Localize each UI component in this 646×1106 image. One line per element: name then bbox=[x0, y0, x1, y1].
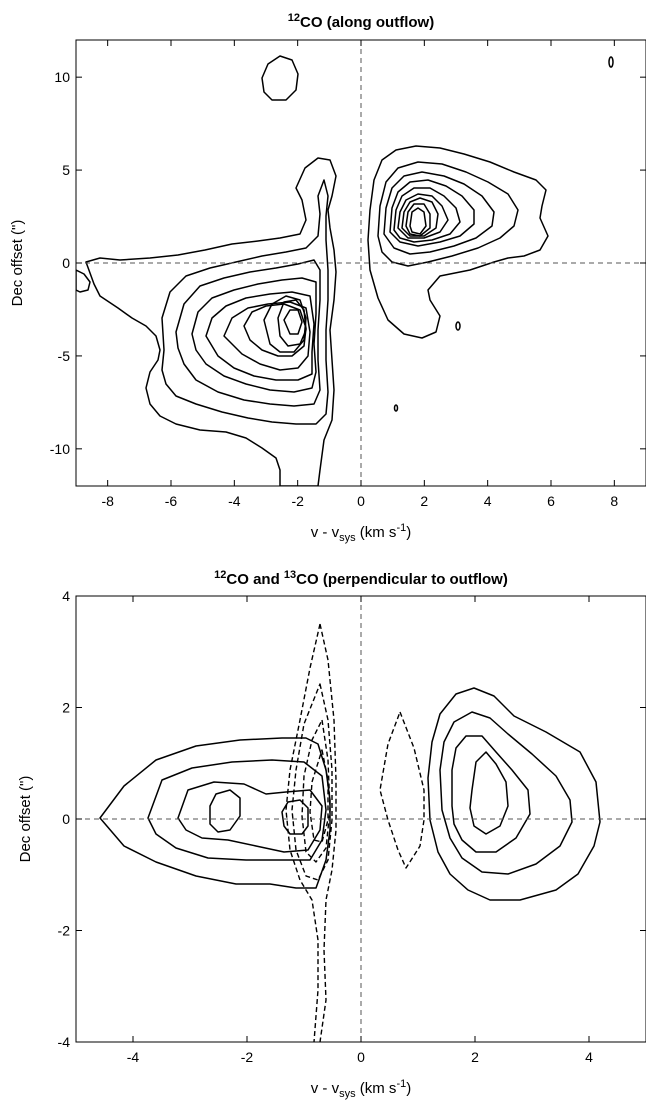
bottom-y-ticks: 4 2 0 -2 -4 bbox=[58, 588, 646, 1050]
bot-dashed-4 bbox=[309, 749, 329, 843]
bottom-xtick-label-0: -4 bbox=[127, 1049, 140, 1065]
top-contour-left-5 bbox=[205, 291, 315, 381]
bot-solid-right-2 bbox=[439, 711, 573, 875]
bottom-dashed-contours bbox=[285, 623, 425, 1042]
top-xlabel-close: ) bbox=[406, 524, 411, 541]
top-title-text: CO (along outflow) bbox=[300, 14, 434, 31]
bottom-ytick-label-1: 2 bbox=[62, 700, 70, 716]
bottom-ytick-label-4: -4 bbox=[58, 1034, 71, 1050]
top-contour-tiny-1 bbox=[455, 321, 461, 331]
bottom-xlabel-unit: (km s bbox=[356, 1080, 397, 1097]
top-contour-left-6 bbox=[223, 301, 311, 371]
top-ytick-label-1: 5 bbox=[62, 162, 70, 178]
bottom-xlabel-base: v - v bbox=[311, 1080, 340, 1097]
top-contour-left-8 bbox=[263, 295, 307, 353]
bot-solid-left-4b bbox=[281, 799, 309, 835]
top-ylabel: Dec offset (") bbox=[9, 220, 26, 307]
bot-solid-left-2 bbox=[147, 759, 327, 861]
top-ytick-label-3: -5 bbox=[58, 348, 71, 364]
top-xtick-label-5: 2 bbox=[420, 493, 428, 509]
bottom-xtick-label-3: 2 bbox=[471, 1049, 479, 1065]
top-contour-left-4 bbox=[191, 277, 317, 393]
bottom-x-ticks: -4 -2 0 2 4 bbox=[127, 596, 593, 1065]
bottom-ytick-label-0: 4 bbox=[62, 588, 70, 604]
bottom-xlabel-unit-sup: -1 bbox=[396, 1078, 406, 1090]
top-xlabel-unit-sup: -1 bbox=[396, 522, 406, 534]
bottom-title-part1: CO and bbox=[226, 571, 284, 588]
top-xtick-label-1: -6 bbox=[165, 493, 178, 509]
top-xlabel-unit: (km s bbox=[356, 524, 397, 541]
top-xtick-label-4: 0 bbox=[357, 493, 365, 509]
bottom-xlabel-sub: sys bbox=[339, 1088, 356, 1100]
top-contour-right-3 bbox=[383, 171, 495, 255]
bottom-ytick-label-3: -2 bbox=[58, 923, 71, 939]
bot-dashed-3 bbox=[301, 719, 331, 863]
top-contour-left-3 bbox=[175, 259, 321, 407]
bot-dashed-right bbox=[379, 711, 425, 869]
top-contour-left-2 bbox=[161, 179, 329, 425]
top-xtick-label-3: -2 bbox=[291, 493, 304, 509]
top-contour-tiny-2 bbox=[393, 404, 399, 412]
top-contour-right-5 bbox=[393, 187, 461, 243]
bottom-xtick-label-1: -2 bbox=[241, 1049, 254, 1065]
top-ytick-label-0: 10 bbox=[54, 69, 70, 85]
top-panel: 12CO (along outflow) bbox=[9, 12, 646, 544]
bot-solid-right-4 bbox=[469, 751, 509, 835]
top-contour-right-8 bbox=[405, 203, 431, 237]
bottom-solid-contours bbox=[99, 687, 601, 901]
bot-solid-right-3 bbox=[451, 735, 531, 853]
top-contours bbox=[76, 55, 614, 486]
bot-solid-right-1 bbox=[427, 687, 601, 901]
bottom-ylabel: Dec offset (") bbox=[17, 776, 34, 863]
top-xtick-label-2: -4 bbox=[228, 493, 241, 509]
top-contour-outer-right bbox=[367, 145, 549, 339]
top-contour-upper-blob bbox=[261, 55, 299, 101]
top-ytick-label-4: -10 bbox=[50, 441, 70, 457]
top-contour-right-4 bbox=[389, 179, 475, 247]
top-xtick-label-7: 6 bbox=[547, 493, 555, 509]
top-xtick-label-8: 8 bbox=[610, 493, 618, 509]
top-xlabel: v - vsys (km s-1) bbox=[311, 522, 411, 544]
top-contour-right-6 bbox=[397, 193, 449, 239]
bottom-title-sup2: 13 bbox=[284, 569, 296, 581]
top-title: 12CO (along outflow) bbox=[288, 12, 434, 31]
top-ytick-label-2: 0 bbox=[62, 255, 70, 271]
bot-dashed-1 bbox=[285, 623, 337, 1042]
top-contour-left-9 bbox=[277, 299, 307, 347]
top-xtick-label-0: -8 bbox=[101, 493, 114, 509]
bottom-xlabel-close: ) bbox=[406, 1080, 411, 1097]
top-x-ticks: -8 -6 -4 -2 0 2 4 6 8 bbox=[101, 40, 618, 509]
top-xlabel-base: v - v bbox=[311, 524, 340, 541]
bottom-panel: 12CO and 13CO (perpendicular to outflow) bbox=[17, 569, 646, 1100]
top-contour-outer-left bbox=[85, 157, 337, 486]
top-xtick-label-6: 4 bbox=[484, 493, 492, 509]
bottom-xtick-label-4: 4 bbox=[585, 1049, 593, 1065]
top-contour-right-9 bbox=[409, 207, 427, 235]
top-xlabel-sub: sys bbox=[339, 532, 356, 544]
top-y-ticks: 10 5 0 -5 -10 bbox=[50, 69, 646, 457]
top-contour-tiny-3 bbox=[608, 56, 614, 68]
bottom-ytick-label-2: 0 bbox=[62, 811, 70, 827]
bottom-xtick-label-2: 0 bbox=[357, 1049, 365, 1065]
top-title-sup: 12 bbox=[288, 12, 300, 24]
bottom-title-part2: CO (perpendicular to outflow) bbox=[296, 571, 508, 588]
bot-solid-left-1 bbox=[99, 737, 331, 889]
bot-solid-left-3 bbox=[177, 781, 323, 853]
top-contour-far-left-blob bbox=[76, 269, 91, 293]
bottom-title: 12CO and 13CO (perpendicular to outflow) bbox=[214, 569, 508, 588]
bot-dashed-2 bbox=[291, 683, 333, 881]
top-contour-left-10 bbox=[283, 309, 303, 335]
top-contour-right-2 bbox=[377, 161, 519, 267]
bottom-xlabel: v - vsys (km s-1) bbox=[311, 1078, 411, 1100]
bot-solid-left-4a bbox=[209, 789, 241, 833]
bottom-title-sup1: 12 bbox=[214, 569, 226, 581]
